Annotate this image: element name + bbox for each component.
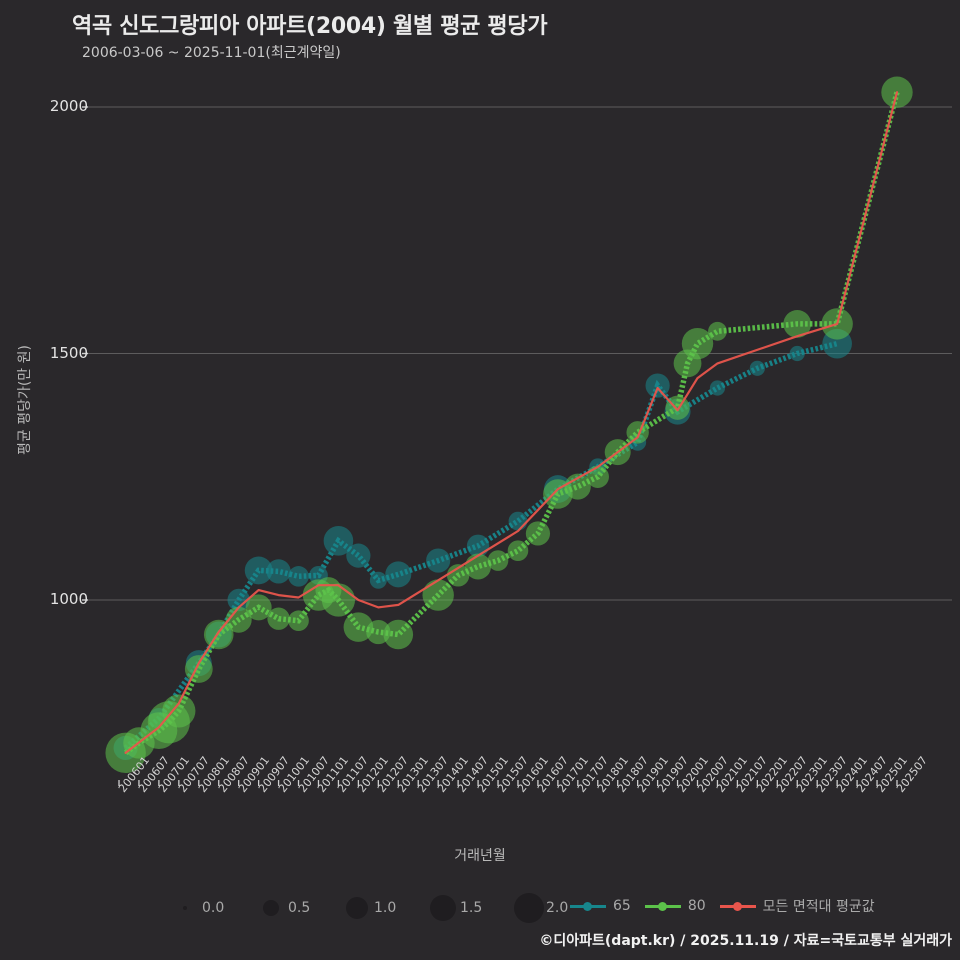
x-axis-label: 거래년월 <box>454 848 506 864</box>
y-axis-label: 평균 평당가(만 원) <box>17 345 33 455</box>
size-legend-label: 2.0 <box>546 900 569 916</box>
legend-label: 80 <box>687 898 706 914</box>
legend-swatch-icon <box>570 899 606 913</box>
size-legend-dot <box>512 893 546 923</box>
page-subtitle: 2006-03-06 ~ 2025-11-01(최근계약일) <box>82 45 341 61</box>
legend-swatch-icon <box>644 899 681 913</box>
legend-swatch-icon <box>719 899 756 913</box>
y-tick-label: 1000 <box>49 590 88 608</box>
legend-label: 모든 면적대 평균값 <box>762 899 875 915</box>
size-legend-dot <box>340 897 374 919</box>
legend-item-모든 면적대 평균값[interactable]: 모든 면적대 평균값 <box>719 896 875 916</box>
legend-item-65[interactable]: 65 <box>570 898 631 914</box>
size-legend-dot <box>426 895 460 921</box>
bubble-size-legend: 0.0 0.5 1.0 1.5 2.0 <box>168 893 598 923</box>
size-legend-label: 0.0 <box>202 900 225 916</box>
y-tick-label: 2000 <box>49 97 88 115</box>
legend-label: 65 <box>613 898 631 914</box>
y-tick-label: 1500 <box>49 343 88 362</box>
page-title: 역곡 신도그랑피아 아파트(2004) 월별 평균 평당가 <box>72 14 548 39</box>
legend-item-80[interactable]: 80 <box>644 898 706 914</box>
footer-credit: ©디아파트(dapt.kr) / 2025.11.19 / 자료=국토교통부 실… <box>539 933 952 949</box>
size-legend-dot <box>254 900 288 916</box>
series-legend: 65 80 모든 면적대 평균값 <box>570 896 889 916</box>
size-legend-dot <box>168 906 202 910</box>
size-legend-label: 0.5 <box>288 900 311 916</box>
size-legend-label: 1.5 <box>460 900 483 916</box>
size-legend-label: 1.0 <box>374 900 397 916</box>
